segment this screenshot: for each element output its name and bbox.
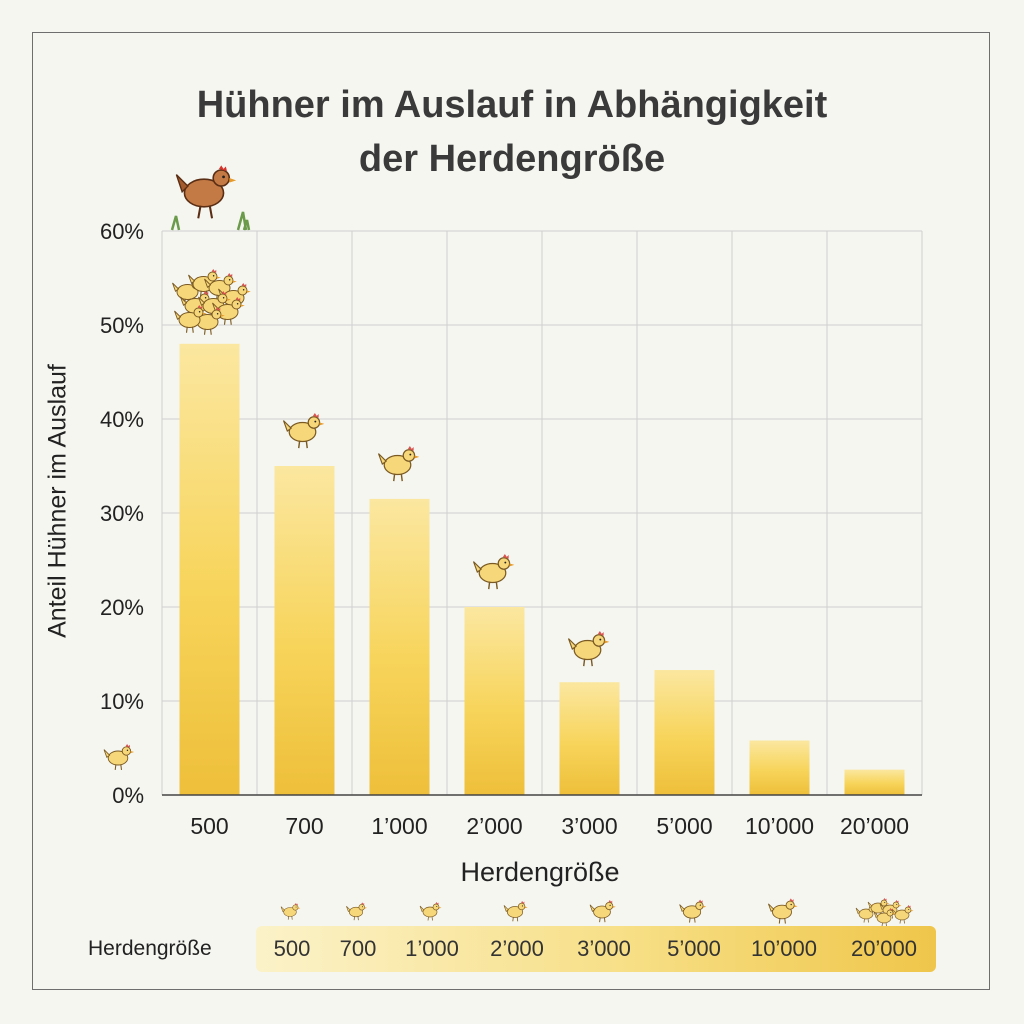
small-chicken-icon bbox=[767, 897, 799, 925]
bar bbox=[749, 740, 810, 795]
y-tick-label: 10% bbox=[100, 689, 144, 714]
x-tick-label: 700 bbox=[285, 813, 323, 839]
x-tick-label: 500 bbox=[190, 813, 228, 839]
y-tick-label: 40% bbox=[100, 407, 144, 432]
hen-decorations bbox=[103, 164, 914, 927]
y-tick-label: 20% bbox=[100, 595, 144, 620]
flock-size-scale-label: 10’000 bbox=[750, 936, 818, 961]
chart-title-line-1: Hühner im Auslauf in Abhängigkeit bbox=[196, 84, 828, 126]
bar bbox=[559, 682, 620, 795]
bar bbox=[369, 498, 430, 795]
small-chicken-icon bbox=[503, 900, 529, 922]
y-axis-label: Anteil Hühner im Auslauf bbox=[43, 364, 72, 638]
chicken-icon bbox=[282, 412, 326, 449]
bar bbox=[179, 343, 240, 795]
y-tick-label: 30% bbox=[100, 501, 144, 526]
chart-frame bbox=[32, 32, 990, 990]
bar bbox=[274, 466, 335, 795]
bar bbox=[654, 669, 715, 795]
y-tick-label: 60% bbox=[100, 219, 144, 244]
small-chicken-icon bbox=[346, 902, 368, 921]
chicken-icon bbox=[377, 445, 421, 482]
x-tick-label: 5’000 bbox=[656, 813, 712, 839]
chart-title-line-2: der Herdengröße bbox=[358, 138, 666, 180]
x-tick-label: 1’000 bbox=[371, 813, 427, 839]
chicken-icon bbox=[472, 553, 516, 590]
x-tick-label: 10’000 bbox=[745, 813, 814, 839]
flock-size-scale-label: 20’000 bbox=[850, 936, 918, 961]
x-axis-label: Herdengröße bbox=[460, 857, 620, 887]
x-tick-label: 3’000 bbox=[561, 813, 617, 839]
bar bbox=[844, 769, 905, 795]
flock-size-scale-label: 5’000 bbox=[667, 936, 721, 961]
chart-title: Hühner im Auslauf in Abhängigkeit der He… bbox=[0, 78, 1024, 186]
chicken-icon bbox=[567, 630, 611, 667]
flock-size-scale-label: 500 bbox=[273, 936, 311, 961]
y-tick-label: 0% bbox=[112, 783, 144, 808]
grass-icon bbox=[170, 211, 251, 231]
flock-size-scale-label: 2’000 bbox=[490, 936, 544, 961]
flock-size-scale-label: 3’000 bbox=[577, 936, 631, 961]
bar bbox=[464, 607, 525, 795]
small-chicken-icon bbox=[679, 899, 707, 924]
flock-size-scale-label: 700 bbox=[339, 936, 377, 961]
small-chicken-icon bbox=[419, 901, 442, 921]
x-tick-label: 20’000 bbox=[840, 813, 909, 839]
axes: 0% 10% 20% 30% 40% 50% 60% 500 700 1’000 2’000 3’00… bbox=[100, 219, 922, 839]
legend-label: Herdengröße bbox=[88, 937, 212, 960]
x-tick-label: 2’000 bbox=[466, 813, 522, 839]
chicken-icon bbox=[103, 743, 135, 771]
flock-size-scale-label: 1’000 bbox=[405, 936, 459, 961]
flock-size-scale-bar bbox=[256, 926, 936, 972]
grid-lines bbox=[161, 230, 923, 796]
small-chicken-icon bbox=[589, 899, 617, 923]
y-tick-label: 50% bbox=[100, 313, 144, 338]
bars bbox=[179, 343, 905, 795]
small-chicken-icon bbox=[280, 902, 301, 920]
brown-chicken-icon bbox=[175, 164, 238, 220]
